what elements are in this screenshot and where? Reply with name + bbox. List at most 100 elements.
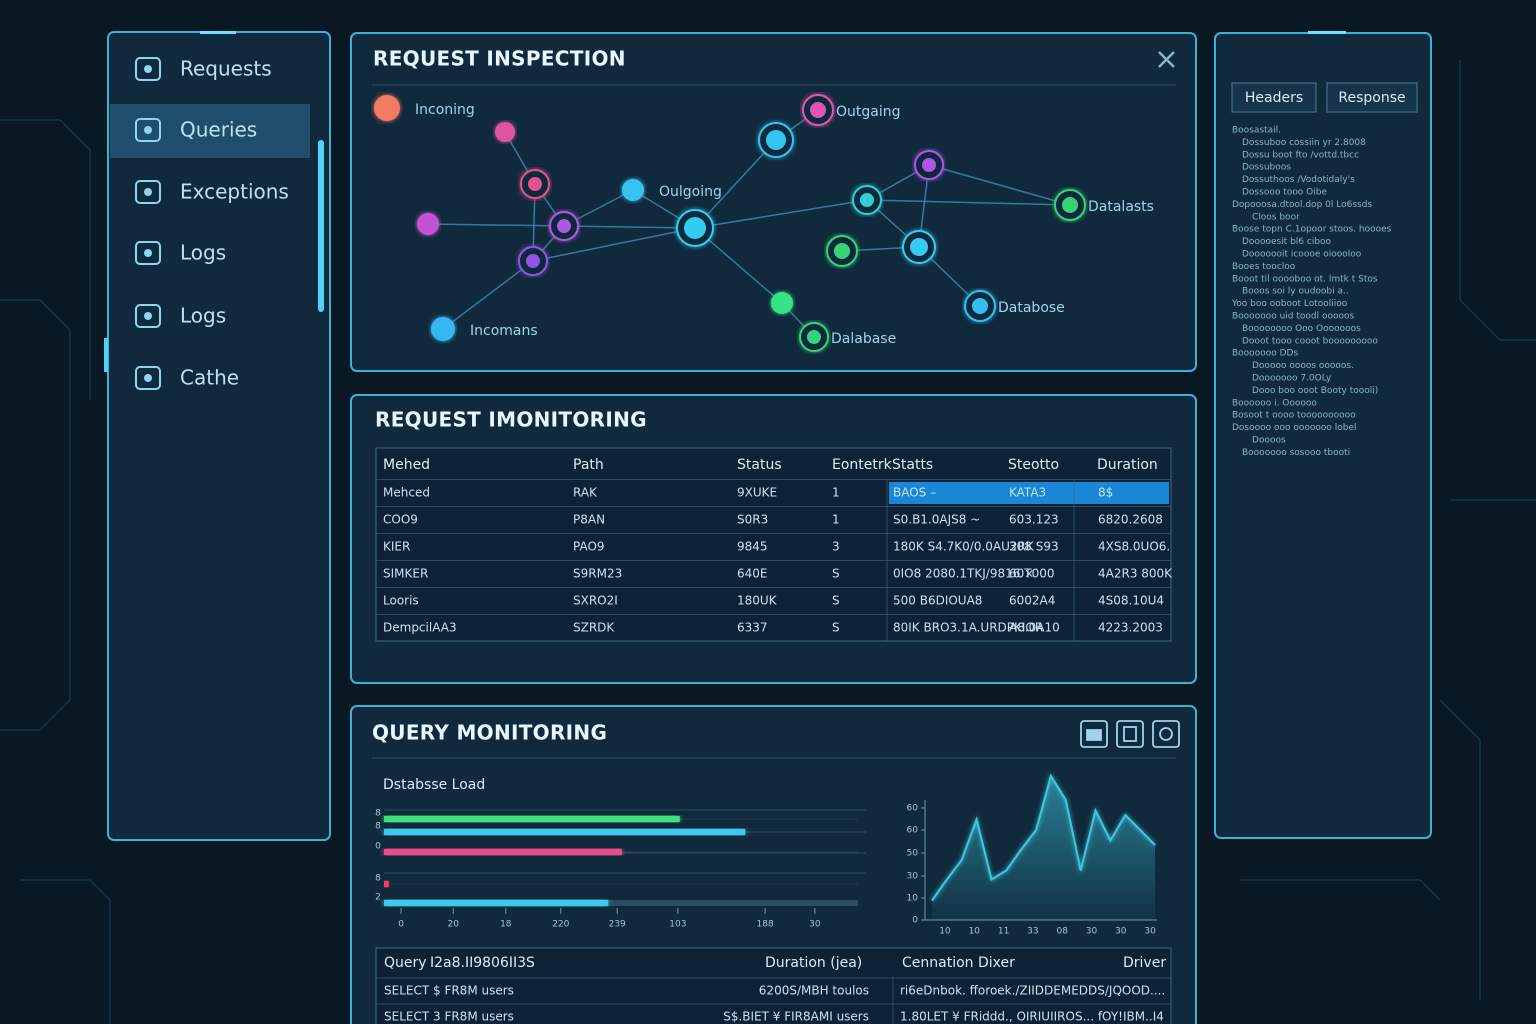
graph-node[interactable] <box>549 211 579 241</box>
graph-node[interactable] <box>852 185 882 215</box>
tab-frame <box>1326 82 1418 113</box>
graph-node[interactable] <box>771 292 793 314</box>
node-core <box>374 95 400 121</box>
nav-icon <box>135 304 161 328</box>
table-cell: 0IO8 2080.1TKJ/9816 × <box>893 567 1034 581</box>
nav-item[interactable]: Queries <box>110 104 310 158</box>
nav-item[interactable]: Logs <box>135 241 226 265</box>
tab[interactable]: Response <box>1326 82 1418 113</box>
x-tick-label: 30 <box>1086 927 1098 937</box>
table-cell: S <box>832 567 840 581</box>
graph-node[interactable] <box>417 213 439 235</box>
graph-node[interactable] <box>518 246 548 276</box>
graph-node[interactable] <box>826 235 858 267</box>
query-toolbar <box>1080 720 1180 748</box>
nav-item[interactable]: Logs <box>135 304 226 328</box>
tab-label: Headers <box>1245 90 1303 106</box>
node-core <box>766 130 786 150</box>
table-cell: 4XS8.0UO6. <box>1098 540 1170 554</box>
node-label: Outgaing <box>836 104 901 120</box>
nav-item[interactable]: Cathe <box>135 366 239 390</box>
table-cell: DempcilAA3 <box>383 621 457 635</box>
node-label: Databose <box>998 300 1065 316</box>
x-tick-label: 11 <box>998 927 1009 937</box>
node-label: Inconing <box>415 102 475 118</box>
graph-node[interactable] <box>495 122 515 142</box>
toolbar-button[interactable] <box>1116 720 1144 748</box>
sidebar-scrollbar[interactable] <box>318 140 324 312</box>
nav-icon-dot <box>144 249 152 257</box>
graph-node[interactable] <box>802 94 834 126</box>
graph-node[interactable] <box>799 322 829 352</box>
detail-line: Booooooo uid toodl ooooos <box>1232 312 1355 322</box>
detail-line: Boooooooo Ooo Ooooooos <box>1242 324 1361 334</box>
close-button[interactable] <box>1158 51 1175 68</box>
table-cell: 180K S4.7K0/0.0AU2RK <box>893 540 1035 554</box>
toolbar-icon <box>1086 729 1102 741</box>
node-core <box>860 193 874 207</box>
x-tick-label: 10 <box>969 927 981 937</box>
table-cell: SELECT 3 FR8M users <box>384 1010 514 1024</box>
column-header: Query <box>384 955 427 971</box>
table-cell: 4A2R3 800K <box>1098 567 1173 581</box>
nav-item[interactable]: Exceptions <box>135 180 289 204</box>
table-cell: KATA3 <box>1009 486 1046 500</box>
graph-edge <box>563 225 696 229</box>
detail-line: Dossu boot fto /vottd.tbcc <box>1242 150 1359 160</box>
graph-node[interactable] <box>1054 189 1086 221</box>
graph-node[interactable] <box>374 95 400 121</box>
table-cell: ri6eDnbok. fforoek./ZIIDDEMEDDS/JQOOD...… <box>900 984 1165 998</box>
graph-node[interactable] <box>914 150 944 180</box>
nav-icon <box>135 180 161 204</box>
x-tick-label: 188 <box>757 920 774 930</box>
nav-icon-dot <box>144 188 152 196</box>
graph-edge <box>694 139 777 229</box>
table-cell: S <box>832 621 840 635</box>
graph-node[interactable] <box>964 290 996 322</box>
tab-label: Response <box>1338 90 1405 106</box>
sidebar-edge-marker <box>104 338 108 372</box>
column-header: Eontetrk <box>832 457 893 473</box>
toolbar-icon <box>1159 727 1173 741</box>
table-cell: 4S08.10U4 <box>1098 594 1164 608</box>
nav-item[interactable]: Requests <box>135 57 272 81</box>
table-cell: 180UK <box>737 594 778 608</box>
detail-line: Boosastail. <box>1232 126 1281 136</box>
panel-title: REQUEST IMONITORING <box>375 408 647 432</box>
detail-line: Bosoot t oooo toooooooooo <box>1232 411 1356 421</box>
node-core <box>528 177 542 191</box>
graph-node[interactable] <box>622 179 644 201</box>
nav-icon-dot <box>144 126 152 134</box>
table-cell: 6200S/MBH toulos <box>759 984 869 998</box>
graph-node[interactable] <box>902 230 936 264</box>
toolbar-button[interactable] <box>1080 720 1108 748</box>
nav-label: Requests <box>180 57 272 81</box>
x-tick-label: 20 <box>447 920 459 930</box>
nav-active-bg <box>110 104 310 158</box>
node-core <box>557 219 571 233</box>
toolbar-button[interactable] <box>1152 720 1180 748</box>
graph-node[interactable] <box>676 209 714 247</box>
detail-line: Dooo boo ooot Booty toooli) <box>1252 386 1378 396</box>
nav-icon <box>135 57 161 81</box>
table-cell: 640E <box>737 567 768 581</box>
bar <box>384 900 609 906</box>
area-fill <box>932 776 1155 920</box>
graph-node[interactable] <box>520 169 550 199</box>
nav-label: Exceptions <box>180 180 289 204</box>
graph-node[interactable] <box>758 122 794 158</box>
table-cell: 80IK BRO3.1A.URDPKIOR <box>893 621 1043 635</box>
table-cell: BAOS – <box>893 486 936 500</box>
detail-line: Dossooo tooo Oibe <box>1242 188 1327 198</box>
graph-edge <box>694 227 783 304</box>
inspection-panel <box>350 32 1197 372</box>
graph-node[interactable] <box>431 317 455 341</box>
tab[interactable]: Headers <box>1231 82 1317 113</box>
details-accent <box>1308 31 1346 34</box>
y-tick-label: 8 <box>375 809 381 819</box>
column-header: Duration (jea) <box>765 955 862 971</box>
node-core <box>910 238 928 256</box>
x-tick-label: 10 <box>939 927 951 937</box>
